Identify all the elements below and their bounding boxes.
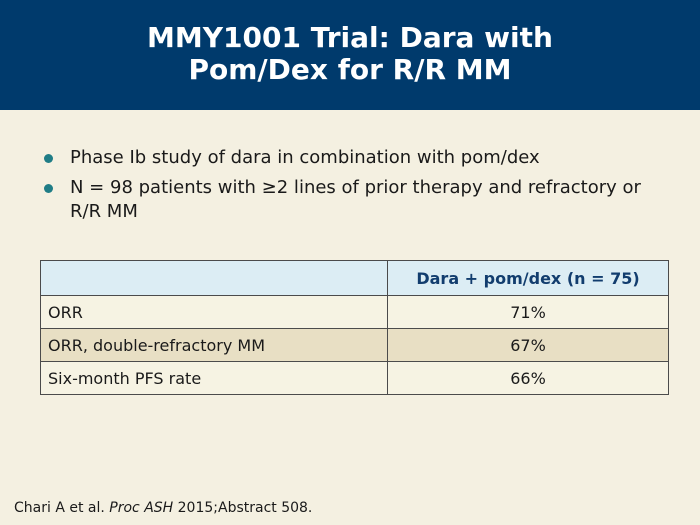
bullet-item: Phase Ib study of dara in combination wi… <box>40 146 660 170</box>
title-bar: MMY1001 Trial: Dara with Pom/Dex for R/R… <box>0 0 700 110</box>
table-row: Six-month PFS rate 66% <box>40 361 669 395</box>
results-table: Dara + pom/dex (n = 75) ORR 71% ORR, dou… <box>40 260 669 395</box>
bullet-dot-icon <box>44 184 53 193</box>
bullet-dot-icon <box>44 154 53 163</box>
citation-authors: Chari A et al. <box>14 500 105 516</box>
slide-title-line-2: Pom/Dex for R/R MM <box>188 53 512 86</box>
table-row-value: 71% <box>387 295 669 329</box>
bullet-text: Phase Ib study of dara in combination wi… <box>70 147 540 168</box>
table-row-value: 67% <box>387 328 669 362</box>
bullet-item: N = 98 patients with ≥2 lines of prior t… <box>40 176 660 224</box>
table-row-label: ORR <box>40 295 388 329</box>
slide-title-line-1: MMY1001 Trial: Dara with <box>147 21 553 54</box>
table-row: ORR 71% <box>40 295 669 329</box>
table-row-label: Six-month PFS rate <box>40 361 388 395</box>
table-header-row: Dara + pom/dex (n = 75) <box>40 260 669 296</box>
table-header-label <box>40 260 388 296</box>
table-row-value: 66% <box>387 361 669 395</box>
citation: Chari A et al. Proc ASH 2015;Abstract 50… <box>14 500 312 516</box>
slide-title: MMY1001 Trial: Dara with Pom/Dex for R/R… <box>0 22 700 86</box>
bullet-list: Phase Ib study of dara in combination wi… <box>40 146 660 230</box>
table-row: ORR, double-refractory MM 67% <box>40 328 669 362</box>
citation-rest: 2015;Abstract 508. <box>177 500 313 516</box>
bullet-text: N = 98 patients with ≥2 lines of prior t… <box>70 177 641 222</box>
table-row-label: ORR, double-refractory MM <box>40 328 388 362</box>
table-header-value: Dara + pom/dex (n = 75) <box>387 260 669 296</box>
citation-journal: Proc ASH <box>109 500 174 516</box>
